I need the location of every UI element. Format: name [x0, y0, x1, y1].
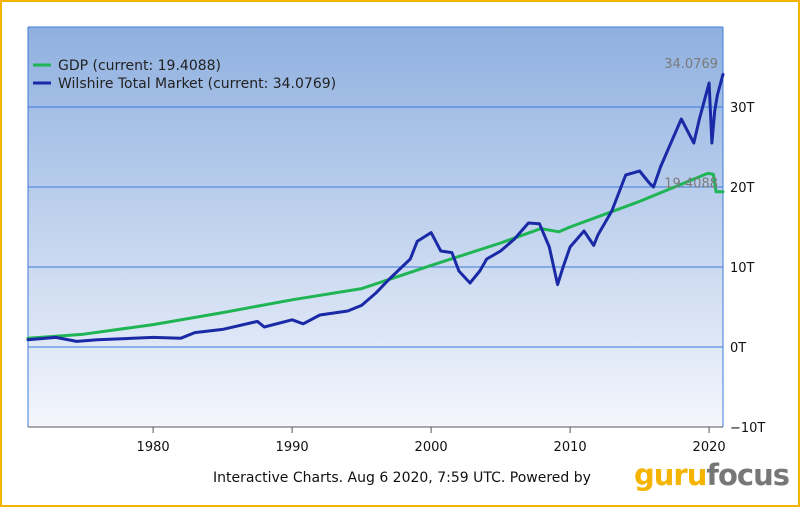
y-tick-label: −10T — [730, 421, 765, 436]
logo-focus: focus — [706, 458, 790, 492]
x-tick-label: 1980 — [137, 440, 170, 455]
y-axis: −10T 0T 10T 20T 30T — [730, 101, 765, 436]
y-tick-label: 20T — [730, 181, 755, 196]
y-tick-label: 0T — [730, 341, 746, 356]
wilshire-line[interactable] — [26, 72, 725, 343]
end-value-label: 19.4088 — [664, 177, 718, 192]
legend-wilshire[interactable]: Wilshire Total Market (current: 34.0769) — [33, 76, 336, 92]
series-layer — [26, 72, 725, 343]
x-tick-label: 2020 — [693, 440, 726, 455]
legend-label: GDP (current: 19.4088) — [58, 58, 221, 74]
footer-text: Interactive Charts. Aug 6 2020, 7:59 UTC… — [213, 470, 591, 486]
legend: GDP (current: 19.4088) Wilshire Total Mar… — [33, 58, 336, 92]
end-value-label: 34.0769 — [664, 57, 718, 72]
x-axis: 1980 1990 2000 2010 2020 — [28, 426, 726, 455]
x-tick-label: 1990 — [276, 440, 309, 455]
y-tick-label: 10T — [730, 261, 755, 276]
gdp-line[interactable] — [26, 171, 725, 340]
x-tick-label: 2000 — [415, 440, 448, 455]
legend-label: Wilshire Total Market (current: 34.0769) — [58, 76, 336, 92]
y-tick-label: 30T — [730, 101, 755, 116]
gurufocus-logo[interactable]: gurufocus — [634, 458, 790, 492]
plot-area — [28, 27, 723, 427]
end-labels: 19.4088 34.0769 — [664, 57, 718, 192]
x-tick-label: 2010 — [554, 440, 587, 455]
legend-gdp[interactable]: GDP (current: 19.4088) — [33, 58, 221, 74]
logo-guru: guru — [634, 458, 707, 492]
